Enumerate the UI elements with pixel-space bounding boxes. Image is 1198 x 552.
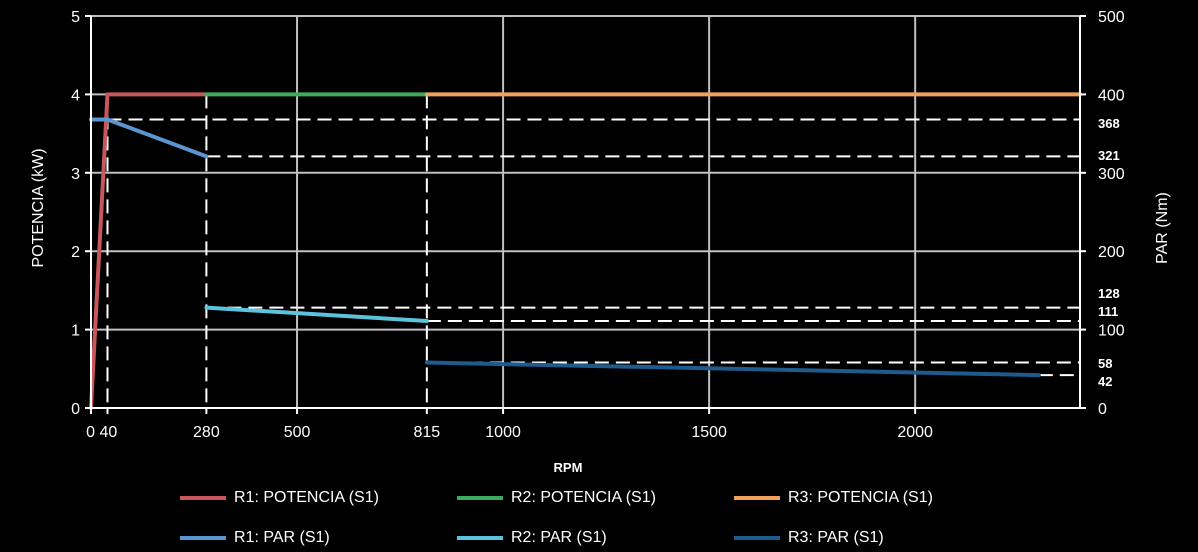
y-left-tick-label: 2	[71, 244, 80, 261]
legend-item: R2: POTENCIA (S1)	[457, 486, 656, 510]
y-left-axis-title: POTENCIA (kW)	[30, 148, 47, 267]
legend: R1: POTENCIA (S1) R2: POTENCIA (S1) R3: PO…	[0, 484, 1198, 552]
y-left-tick-label: 3	[71, 166, 80, 183]
y-right-tick-label: 0	[1098, 401, 1107, 418]
series-line-6	[424, 360, 1041, 378]
legend-swatch	[457, 536, 503, 540]
legend-swatch	[180, 496, 226, 500]
x-axis-title: RPM	[554, 460, 583, 475]
y-right-tick-label: 100	[1098, 323, 1125, 340]
axes	[85, 15, 1086, 414]
series-lines	[89, 92, 1082, 410]
y-right-tick-label: 500	[1098, 9, 1125, 26]
y-right-tick-label: 300	[1098, 166, 1125, 183]
legend-item: R2: PAR (S1)	[457, 526, 607, 550]
legend-swatch	[457, 496, 503, 500]
legend-item: R3: PAR (S1)	[734, 526, 884, 550]
y-left-tick-label: 5	[71, 9, 80, 26]
y-left-tick-label: 4	[71, 87, 80, 104]
y-right-tick-label: 400	[1098, 87, 1125, 104]
torque-annotation-label: 111	[1098, 304, 1118, 319]
series-line-1	[89, 92, 209, 410]
legend-item: R1: PAR (S1)	[180, 526, 330, 550]
x-tick-label: 40	[99, 424, 117, 441]
series-line-4	[89, 117, 209, 159]
series-line-5	[204, 305, 429, 323]
torque-annotation-label: 58	[1098, 356, 1112, 371]
torque-annotation-label: 42	[1098, 374, 1112, 389]
x-tick-label: 1500	[691, 424, 727, 441]
legend-swatch	[734, 536, 780, 540]
x-tick-label: 1000	[485, 424, 521, 441]
y-right-axis-title: PAR (Nm)	[1154, 192, 1171, 264]
legend-item: R3: POTENCIA (S1)	[734, 486, 933, 510]
x-tick-label: 815	[413, 424, 440, 441]
legend-label: R1: POTENCIA (S1)	[234, 489, 379, 506]
x-tick-label: 280	[193, 424, 220, 441]
legend-label: R1: PAR (S1)	[234, 529, 330, 546]
torque-annotation-label: 128	[1098, 286, 1120, 301]
y-left-tick-label: 0	[71, 401, 80, 418]
y-right-tick-label: 200	[1098, 244, 1125, 261]
grid	[91, 15, 1080, 409]
x-tick-label: 500	[284, 424, 311, 441]
torque-annotation-label: 368	[1098, 116, 1120, 131]
legend-swatch	[180, 536, 226, 540]
legend-label: R3: POTENCIA (S1)	[788, 489, 933, 506]
reference-lines	[106, 94, 1080, 408]
legend-label: R2: PAR (S1)	[511, 529, 607, 546]
x-tick-label: 0	[86, 424, 95, 441]
torque-annotation-label: 321	[1098, 148, 1120, 163]
y-left-tick-label: 1	[71, 323, 80, 340]
legend-swatch	[734, 496, 780, 500]
legend-item: R1: POTENCIA (S1)	[180, 486, 379, 510]
legend-label: R3: PAR (S1)	[788, 529, 884, 546]
x-tick-label: 2000	[897, 424, 933, 441]
legend-label: R2: POTENCIA (S1)	[511, 489, 656, 506]
